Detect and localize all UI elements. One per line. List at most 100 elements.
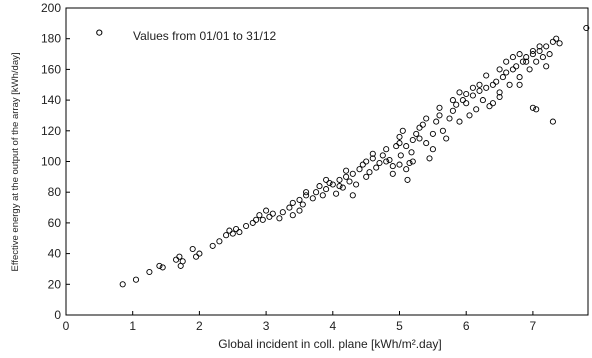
data-point	[463, 100, 470, 107]
data-point	[506, 81, 513, 88]
data-point	[343, 167, 350, 174]
data-point	[473, 106, 480, 113]
data-point	[406, 159, 413, 167]
data-point	[316, 183, 323, 190]
y-tick-label: 160	[41, 62, 61, 76]
data-point	[483, 84, 490, 91]
data-point	[399, 127, 406, 134]
data-point	[383, 146, 390, 153]
data-point	[516, 74, 523, 81]
data-point	[333, 190, 340, 197]
data-point	[476, 87, 483, 94]
data-point	[279, 209, 286, 216]
data-point	[266, 213, 273, 220]
data-point	[526, 66, 533, 73]
y-tick-label: 100	[41, 155, 61, 169]
data-point	[496, 66, 503, 73]
data-point	[553, 35, 560, 42]
data-point	[529, 51, 536, 58]
data-points	[119, 24, 590, 288]
data-point	[466, 112, 473, 119]
data-point	[469, 92, 476, 99]
plot-frame	[65, 7, 589, 316]
data-point	[336, 183, 343, 190]
data-point	[533, 58, 540, 65]
data-point	[489, 81, 496, 88]
data-point	[383, 158, 390, 165]
y-tick-label: 140	[41, 93, 61, 107]
data-point	[483, 72, 490, 79]
data-point	[363, 158, 370, 165]
data-point	[463, 90, 470, 98]
data-point	[233, 225, 240, 233]
data-point	[389, 170, 396, 177]
data-point	[329, 181, 336, 188]
data-point	[369, 150, 376, 157]
data-point	[353, 181, 360, 188]
data-point	[349, 170, 356, 177]
data-point	[436, 112, 443, 119]
data-point	[469, 84, 476, 91]
chart-annotation: Values from 01/01 to 31/12	[133, 29, 277, 43]
data-point	[489, 100, 496, 107]
data-point	[289, 212, 296, 219]
data-point	[393, 143, 400, 150]
data-point	[546, 51, 553, 58]
x-tick-label: 6	[463, 319, 470, 333]
data-point	[536, 47, 543, 55]
data-point	[379, 152, 386, 159]
data-point	[439, 127, 446, 134]
data-point	[396, 161, 403, 168]
data-point	[173, 256, 180, 263]
data-point	[243, 222, 250, 230]
data-point	[453, 101, 460, 108]
data-point	[386, 156, 393, 164]
data-point	[549, 118, 556, 125]
y-tick-label: 0	[54, 308, 61, 322]
data-point	[493, 78, 500, 85]
data-point	[286, 204, 293, 211]
y-axis: 0 20 40 60 80 100 120 140 160 180 200	[41, 1, 70, 322]
y-tick-label: 120	[41, 124, 61, 138]
data-point	[176, 253, 183, 260]
data-point	[533, 106, 540, 113]
data-point	[499, 74, 506, 81]
data-point	[326, 179, 333, 187]
legend-marker	[96, 29, 103, 36]
y-tick-label: 200	[41, 1, 61, 15]
data-point	[449, 107, 456, 114]
data-point	[446, 115, 453, 122]
data-point	[303, 189, 310, 196]
data-point	[356, 166, 363, 173]
y-axis-title: Effective energy at the output of the ar…	[10, 53, 21, 272]
data-point	[397, 152, 404, 159]
data-point	[146, 268, 153, 276]
data-point	[296, 207, 303, 214]
data-point	[429, 130, 436, 137]
data-point	[416, 135, 423, 142]
data-point	[486, 103, 493, 110]
data-point	[416, 124, 423, 131]
x-tick-label: 4	[329, 319, 336, 333]
data-point	[209, 242, 216, 249]
y-tick-label: 60	[48, 216, 62, 230]
y-tick-label: 80	[48, 185, 62, 199]
data-point	[509, 54, 516, 61]
data-point	[259, 216, 266, 223]
y-tick-label: 40	[48, 247, 62, 261]
data-point	[253, 216, 260, 223]
data-point	[479, 97, 486, 104]
data-point	[423, 115, 430, 122]
data-point	[509, 66, 516, 73]
data-point	[543, 43, 550, 50]
data-point	[339, 184, 346, 191]
data-point	[456, 118, 463, 125]
data-point	[423, 140, 430, 147]
data-point	[249, 219, 256, 226]
data-point	[323, 176, 330, 183]
data-point	[366, 169, 373, 176]
data-point	[409, 136, 416, 144]
x-tick-label: 5	[396, 319, 403, 333]
y-tick-label: 20	[48, 277, 62, 291]
